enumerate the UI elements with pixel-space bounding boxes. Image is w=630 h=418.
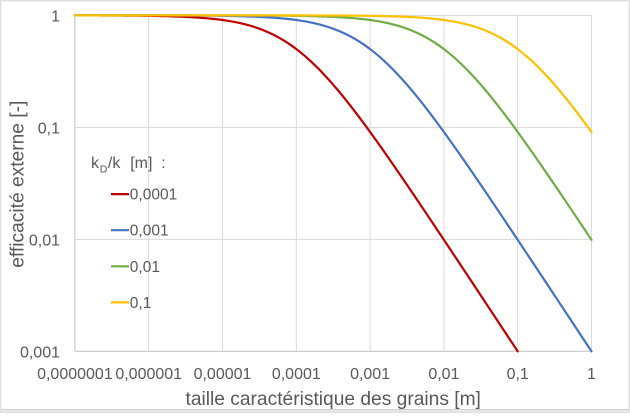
svg-text:0,0001: 0,0001 bbox=[272, 366, 321, 383]
svg-text:0,01: 0,01 bbox=[29, 232, 60, 249]
svg-text:efficacité externe [-]: efficacité externe [-] bbox=[8, 101, 29, 268]
svg-text:0,001: 0,001 bbox=[350, 366, 390, 383]
svg-text:0,01: 0,01 bbox=[130, 259, 160, 276]
svg-text:0,000001: 0,000001 bbox=[115, 366, 182, 383]
svg-text:0,001: 0,001 bbox=[130, 223, 169, 240]
svg-text:0,1: 0,1 bbox=[38, 120, 60, 137]
svg-text:kD/k[m]:: kD/k [m]: bbox=[91, 155, 166, 175]
svg-text:1: 1 bbox=[587, 366, 596, 383]
svg-text:taille caractéristique des gra: taille caractéristique des grains [m] bbox=[185, 389, 480, 410]
svg-text:0,0001: 0,0001 bbox=[130, 187, 177, 204]
svg-text:0,00001: 0,00001 bbox=[194, 366, 252, 383]
svg-text:0,0000001: 0,0000001 bbox=[37, 366, 113, 383]
svg-text:0,01: 0,01 bbox=[428, 366, 459, 383]
svg-text:0,1: 0,1 bbox=[130, 295, 152, 312]
svg-text:0,001: 0,001 bbox=[20, 344, 60, 361]
svg-text:1: 1 bbox=[51, 8, 60, 25]
svg-text:0,1: 0,1 bbox=[507, 366, 529, 383]
